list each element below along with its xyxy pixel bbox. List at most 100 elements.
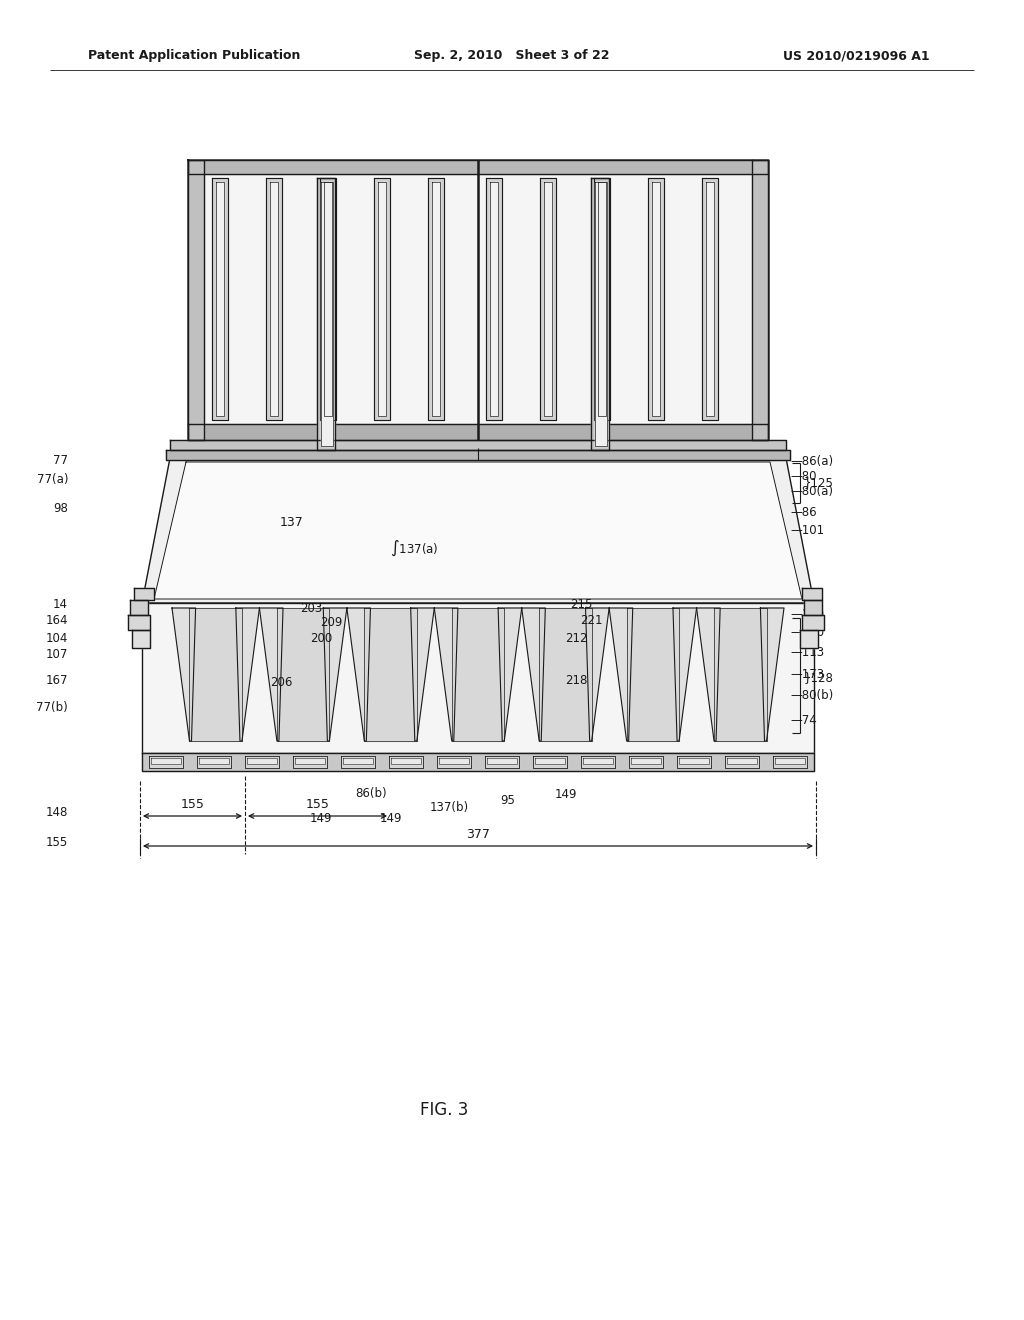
Polygon shape	[521, 609, 546, 741]
Polygon shape	[725, 756, 759, 768]
Polygon shape	[317, 178, 335, 450]
Polygon shape	[761, 609, 784, 741]
Text: Patent Application Publication: Patent Application Publication	[88, 49, 300, 62]
Polygon shape	[487, 758, 517, 764]
Polygon shape	[534, 756, 567, 768]
Polygon shape	[485, 756, 519, 768]
Polygon shape	[142, 752, 814, 771]
Polygon shape	[752, 160, 768, 440]
Polygon shape	[276, 609, 330, 741]
Polygon shape	[679, 758, 709, 764]
Text: 14: 14	[53, 598, 68, 611]
Polygon shape	[536, 758, 565, 764]
Polygon shape	[773, 756, 807, 768]
Polygon shape	[498, 609, 521, 741]
Polygon shape	[324, 182, 332, 416]
Polygon shape	[727, 758, 757, 764]
Polygon shape	[696, 609, 720, 741]
Polygon shape	[130, 601, 148, 615]
Text: —80(a): —80(a)	[790, 484, 833, 498]
Polygon shape	[439, 758, 469, 764]
Polygon shape	[804, 601, 822, 615]
Polygon shape	[391, 758, 421, 764]
Text: —86(a): —86(a)	[790, 454, 834, 467]
Polygon shape	[295, 758, 325, 764]
Polygon shape	[374, 178, 390, 420]
Text: 377: 377	[466, 828, 489, 841]
Text: 137(b): 137(b)	[430, 801, 469, 814]
Text: 212: 212	[565, 631, 588, 644]
Text: 86(b): 86(b)	[355, 787, 387, 800]
Polygon shape	[586, 609, 609, 741]
Polygon shape	[343, 758, 373, 764]
Polygon shape	[365, 609, 417, 741]
Polygon shape	[236, 609, 259, 741]
Text: 95: 95	[500, 795, 515, 808]
Polygon shape	[437, 756, 471, 768]
Polygon shape	[188, 160, 768, 174]
Polygon shape	[324, 609, 347, 741]
Text: 155: 155	[305, 797, 330, 810]
Polygon shape	[598, 182, 606, 416]
Polygon shape	[714, 609, 767, 741]
Polygon shape	[582, 756, 614, 768]
Polygon shape	[629, 756, 663, 768]
Text: 155: 155	[46, 837, 68, 850]
Polygon shape	[142, 458, 814, 603]
Text: —86: —86	[790, 507, 816, 520]
Text: 149: 149	[380, 812, 402, 825]
Text: 203: 203	[300, 602, 323, 615]
Text: —74: —74	[790, 714, 817, 727]
Polygon shape	[166, 450, 790, 459]
Text: 77: 77	[53, 454, 68, 467]
Polygon shape	[154, 462, 802, 599]
Polygon shape	[540, 178, 556, 420]
Polygon shape	[347, 609, 371, 741]
Text: FIG. 3: FIG. 3	[420, 1101, 468, 1119]
Polygon shape	[775, 758, 805, 764]
Polygon shape	[486, 178, 502, 420]
Text: —113: —113	[790, 647, 824, 660]
Polygon shape	[170, 440, 786, 450]
Polygon shape	[428, 178, 444, 420]
Polygon shape	[134, 587, 154, 601]
Text: }125: }125	[804, 477, 834, 490]
Text: 107: 107	[46, 648, 68, 661]
Polygon shape	[293, 756, 327, 768]
Text: 98: 98	[53, 502, 68, 515]
Text: 155: 155	[180, 797, 205, 810]
Text: —170: —170	[790, 609, 824, 622]
Polygon shape	[188, 160, 768, 440]
Polygon shape	[544, 182, 552, 416]
Text: 148: 148	[46, 807, 68, 820]
Text: 206: 206	[270, 676, 293, 689]
Text: $\int$137(a): $\int$137(a)	[390, 539, 438, 557]
Text: 77(a): 77(a)	[37, 474, 68, 487]
Polygon shape	[540, 609, 592, 741]
Polygon shape	[259, 609, 283, 741]
Polygon shape	[378, 182, 386, 416]
Text: 149: 149	[310, 812, 333, 825]
Polygon shape	[627, 609, 679, 741]
Polygon shape	[389, 756, 423, 768]
Text: 149: 149	[555, 788, 578, 801]
Polygon shape	[648, 178, 664, 420]
Polygon shape	[142, 603, 814, 752]
Text: —110: —110	[790, 627, 824, 639]
Text: 200: 200	[310, 631, 332, 644]
Polygon shape	[800, 630, 818, 648]
Polygon shape	[200, 758, 228, 764]
Text: —101: —101	[790, 524, 824, 536]
Polygon shape	[652, 182, 660, 416]
Polygon shape	[172, 609, 196, 741]
Polygon shape	[434, 609, 458, 741]
Polygon shape	[247, 758, 276, 764]
Text: US 2010/0219096 A1: US 2010/0219096 A1	[783, 49, 930, 62]
Text: Sep. 2, 2010   Sheet 3 of 22: Sep. 2, 2010 Sheet 3 of 22	[415, 49, 609, 62]
Polygon shape	[189, 609, 242, 741]
Polygon shape	[321, 182, 333, 446]
Polygon shape	[128, 615, 150, 630]
Polygon shape	[490, 182, 498, 416]
Polygon shape	[198, 756, 230, 768]
Polygon shape	[152, 758, 181, 764]
